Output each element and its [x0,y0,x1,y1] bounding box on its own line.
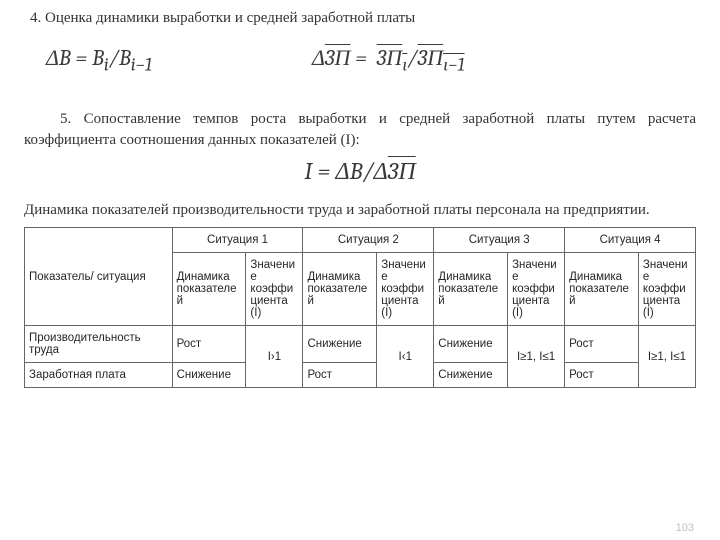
coef-cell-3: I≥1, I≤1 [508,326,565,388]
cell: Снижение [434,326,508,363]
formula-delta-3p: Δ3П = 3Пι/3Пι−1 [312,45,465,75]
coef-cell-4: I≥1, I≤1 [638,326,695,388]
situation-1-header: Ситуация 1 [172,228,303,253]
row-label: Заработная плата [25,363,173,388]
cell: Рост [303,363,377,388]
formula-row-1: ΔB = Bi/Bi−1 Δ3П = 3Пι/3Пι−1 [46,45,696,75]
cell: Рост [172,326,246,363]
table-row: Заработная плата Снижение Рост Снижение … [25,363,696,388]
section-4-heading: 4. Оценка динамики выработки и средней з… [30,10,696,27]
cell: Снижение [434,363,508,388]
situation-4-header: Ситуация 4 [565,228,696,253]
s3-dyn-header: Динамика показателей [434,253,508,326]
dynamics-table: Показатель/ ситуация Ситуация 1 Ситуация… [24,227,696,388]
s4-coef-header: Значение коэффициента (I) [638,253,695,326]
situation-3-header: Ситуация 3 [434,228,565,253]
cell: Снижение [172,363,246,388]
table-caption: Динамика показателей производительности … [24,200,696,221]
s4-dyn-header: Динамика показателей [565,253,639,326]
coef-cell-1: I›1 [246,326,303,388]
s1-coef-header: Значение коэффициента (I) [246,253,303,326]
cell: Снижение [303,326,377,363]
coef-cell-2: I‹1 [377,326,434,388]
s2-dyn-header: Динамика показателей [303,253,377,326]
table-header-row-1: Показатель/ ситуация Ситуация 1 Ситуация… [25,228,696,253]
s3-coef-header: Значение коэффициента (I) [508,253,565,326]
s1-dyn-header: Динамика показателей [172,253,246,326]
cell: Рост [565,363,639,388]
page-number: 103 [676,522,694,534]
s2-coef-header: Значение коэффициента (I) [377,253,434,326]
formula-i: I = ΔB/Δ3П [24,157,696,186]
row-label: Производительность труда [25,326,173,363]
corner-header: Показатель/ ситуация [25,228,173,326]
situation-2-header: Ситуация 2 [303,228,434,253]
table-row: Производительность труда Рост I›1 Снижен… [25,326,696,363]
section-5-paragraph: 5. Сопоставление темпов роста выработки … [24,109,696,151]
cell: Рост [565,326,639,363]
formula-delta-b: ΔB = Bi/Bi−1 [46,45,152,75]
